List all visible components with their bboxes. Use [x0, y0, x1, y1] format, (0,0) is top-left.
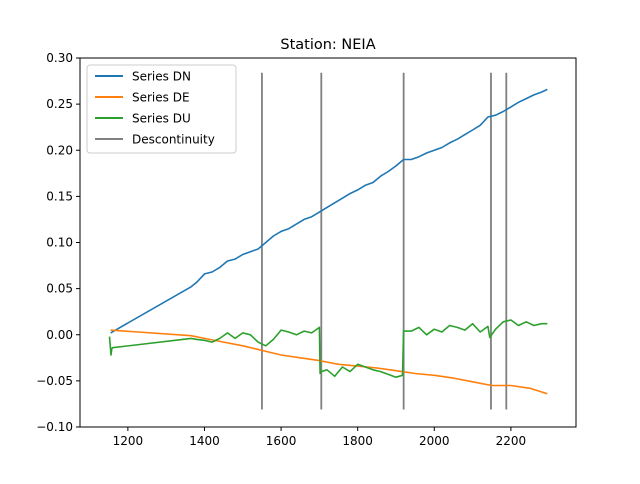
- y-tick-label: 0.20: [46, 143, 73, 157]
- x-tick-label: 1200: [113, 434, 144, 448]
- legend-label: Series DN: [132, 70, 191, 84]
- x-tick-label: 2200: [496, 434, 527, 448]
- series-line-series-dn: [110, 88, 548, 334]
- legend-box: [86, 64, 237, 154]
- y-tick-label: 0.10: [46, 236, 73, 250]
- plot-area: [108, 72, 548, 410]
- axes: 1200 1400 1600 1800 2000 2200 −0.10 −0.05 0.00 0.…: [36, 51, 577, 448]
- series-line-series-du: [108, 319, 548, 379]
- x-tick-label: 1400: [189, 434, 220, 448]
- y-tick-label: 0.00: [46, 328, 73, 342]
- x-tick-label: 1600: [266, 434, 297, 448]
- x-tick-label: 1800: [342, 434, 373, 448]
- y-tick-label: 0.15: [46, 189, 73, 203]
- x-tick-label: 2000: [419, 434, 450, 448]
- y-tick-label: 0.05: [46, 282, 73, 296]
- y-tick-label: −0.10: [36, 420, 73, 434]
- legend-label: Series DU: [132, 112, 191, 126]
- y-tick-label: 0.25: [46, 97, 73, 111]
- series-line-series-de: [110, 329, 548, 395]
- legend-label: Descontinuity: [132, 133, 215, 147]
- y-tick-label: 0.30: [46, 51, 73, 65]
- legend-label: Series DE: [132, 91, 190, 105]
- y-tick-label: −0.05: [36, 374, 73, 388]
- legend: Series DN Series DE Series DU Descontinuity: [86, 64, 237, 154]
- chart-title: Station: NEIA: [280, 37, 375, 53]
